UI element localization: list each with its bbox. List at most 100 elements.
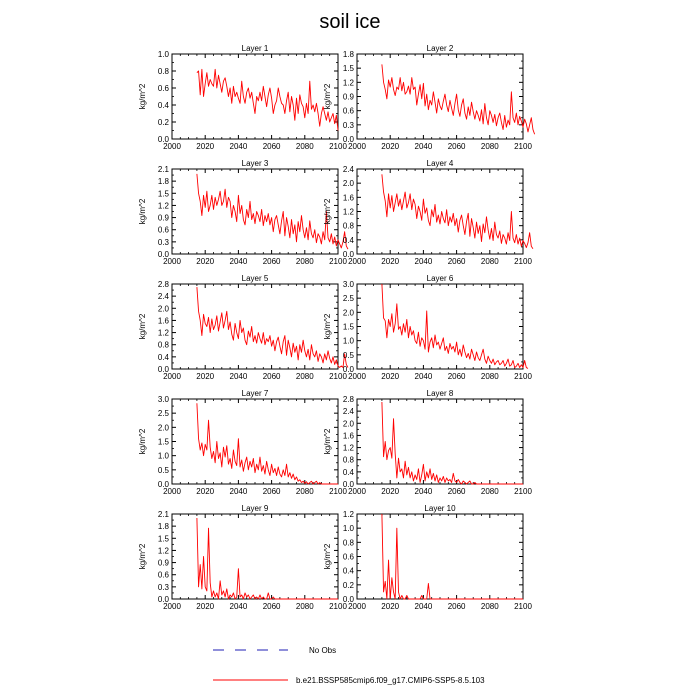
layer-4-xtick-label: 2080 [481, 257, 499, 266]
layer-8-ytick-label: 2.8 [343, 395, 355, 404]
layer-3-xtick-label: 2040 [230, 257, 248, 266]
layer-6-ytick-label: 2.0 [343, 308, 355, 317]
layer-1-panel: Layer 1 2000 2020 2040 2060 2080 2100 0.0 0.2 0.4… [138, 44, 347, 151]
layer-1-xtick-label: 2040 [230, 142, 248, 151]
layer-5-ylabel: kg/m^2 [138, 313, 147, 339]
layer-3-ytick-label: 0.0 [158, 250, 170, 259]
layer-2-ylabel: kg/m^2 [323, 83, 332, 109]
layer-2-ytick-label: 1.5 [343, 64, 355, 73]
layer-9-xtick-label: 2100 [329, 602, 347, 611]
layer-8-xtick-label: 2080 [481, 487, 499, 496]
layer-10-ylabel: kg/m^2 [323, 543, 332, 569]
layer-2-ytick-label: 0.3 [343, 121, 355, 130]
layer-8-series-line [381, 402, 523, 485]
layer-10-xtick-label: 2040 [415, 602, 433, 611]
layer-3-ytick-label: 1.8 [158, 177, 170, 186]
layer-9-ytick-label: 1.2 [158, 546, 170, 555]
layer-1-ytick-label: 0.2 [158, 118, 170, 127]
layer-7-xtick-label: 2000 [163, 487, 181, 496]
layer-6-ylabel: kg/m^2 [323, 313, 332, 339]
layer-1-ytick-label: 0.8 [158, 67, 170, 76]
layer-3-ytick-label: 0.9 [158, 214, 170, 223]
layer-7-xtick-label: 2060 [263, 487, 281, 496]
layer-2-xtick-label: 2040 [415, 142, 433, 151]
layer-8-xtick-label: 2020 [381, 487, 399, 496]
layer-9-ytick-label: 0.0 [158, 595, 170, 604]
layer-4-xtick-label: 2100 [514, 257, 532, 266]
layer-1-xtick-label: 2100 [329, 142, 347, 151]
layer-4-xtick-label: 2000 [348, 257, 366, 266]
layer-6-ytick-label: 0.0 [343, 365, 355, 374]
layer-6-xtick-label: 2040 [415, 372, 433, 381]
layer-2-ytick-label: 0.9 [343, 93, 355, 102]
layer-8-xtick-label: 2040 [415, 487, 433, 496]
layer-9-ylabel: kg/m^2 [138, 543, 147, 569]
legend-model-label: b.e21.BSSP585cmip6.f09_g17.CMIP6-SSP5-8.… [296, 676, 485, 685]
layer-2-series-line [381, 64, 536, 135]
layer-7-panel: Layer 7 2000 2020 2040 2060 2080 2100 0.0 0.5 1.0… [138, 389, 347, 496]
layer-1-ytick-label: 0.0 [158, 135, 170, 144]
layer-9-ytick-label: 1.5 [158, 534, 170, 543]
layer-6-ytick-label: 3.0 [343, 280, 355, 289]
layer-3-ytick-label: 1.5 [158, 189, 170, 198]
layer-9-xtick-label: 2020 [196, 602, 214, 611]
layer-3-xtick-label: 2100 [329, 257, 347, 266]
layer-3-panel: Layer 3 2000 2020 2040 2060 2080 2100 0.0 0.3 0.6… [138, 159, 349, 266]
layer-6-xtick-label: 2100 [514, 372, 532, 381]
layer-7-xtick-label: 2080 [296, 487, 314, 496]
layer-2-ytick-label: 1.2 [343, 78, 355, 87]
layer-7-series-line [196, 403, 338, 485]
layer-6-ytick-label: 1.0 [343, 337, 355, 346]
layer-8-xtick-label: 2060 [448, 487, 466, 496]
layer-6-xtick-label: 2080 [481, 372, 499, 381]
layer-10-ytick-label: 0.2 [343, 581, 355, 590]
layer-2-ytick-label: 0.6 [343, 107, 355, 116]
layer-4-ytick-label: 0.4 [343, 236, 355, 245]
layer-7-ytick-label: 1.0 [158, 452, 170, 461]
layer-4-ytick-label: 0.8 [343, 222, 355, 231]
layer-1-frame [171, 53, 339, 140]
layer-9-ytick-label: 0.3 [158, 583, 170, 592]
layer-2-ytick-label: 0.0 [343, 135, 355, 144]
layer-4-xtick-label: 2040 [415, 257, 433, 266]
figure-title: soil ice [319, 11, 380, 33]
layer-8-xtick-label: 2100 [514, 487, 532, 496]
layer-8-ytick-label: 1.2 [343, 444, 355, 453]
layer-9-panel: Layer 9 2000 2020 2040 2060 2080 2100 0.0 0.3 0.6… [138, 504, 347, 611]
layer-10-xtick-label: 2000 [348, 602, 366, 611]
layer-4-ylabel: kg/m^2 [323, 198, 332, 224]
layer-4-ytick-label: 2.4 [343, 165, 355, 174]
layer-6-xtick-label: 2020 [381, 372, 399, 381]
layer-1-xtick-label: 2020 [196, 142, 214, 151]
layer-6-ytick-label: 2.5 [343, 294, 355, 303]
layer-5-xtick-label: 2060 [263, 372, 281, 381]
layer-1-xtick-label: 2000 [163, 142, 181, 151]
layer-3-xtick-label: 2000 [163, 257, 181, 266]
layer-5-series-line [196, 287, 349, 368]
layer-2-xtick-label: 2020 [381, 142, 399, 151]
layer-10-title: Layer 10 [424, 504, 456, 513]
layer-5-title: Layer 5 [242, 274, 269, 283]
layer-7-ytick-label: 3.0 [158, 395, 170, 404]
layer-5-panel: Layer 5 2000 2020 2040 2060 2080 2100 0.0 0.4 0.8… [138, 274, 349, 381]
layer-1-xtick-label: 2080 [296, 142, 314, 151]
layer-8-ytick-label: 0.8 [343, 456, 355, 465]
layer-3-series-line [196, 173, 349, 250]
layer-3-ytick-label: 0.6 [158, 226, 170, 235]
layer-4-ytick-label: 1.6 [343, 193, 355, 202]
layer-2-ytick-label: 1.8 [343, 50, 355, 59]
layer-5-xtick-label: 2080 [296, 372, 314, 381]
layer-10-xtick-label: 2100 [514, 602, 532, 611]
layer-9-ytick-label: 1.8 [158, 522, 170, 531]
layer-9-series-line [196, 518, 338, 600]
layer-6-series-line [381, 283, 529, 369]
layer-3-frame [171, 168, 339, 255]
layer-1-xtick-label: 2060 [263, 142, 281, 151]
layer-6-frame [356, 283, 524, 370]
layer-3-ytick-label: 1.2 [158, 201, 170, 210]
layer-2-title: Layer 2 [427, 44, 454, 53]
layer-3-ylabel: kg/m^2 [138, 198, 147, 224]
